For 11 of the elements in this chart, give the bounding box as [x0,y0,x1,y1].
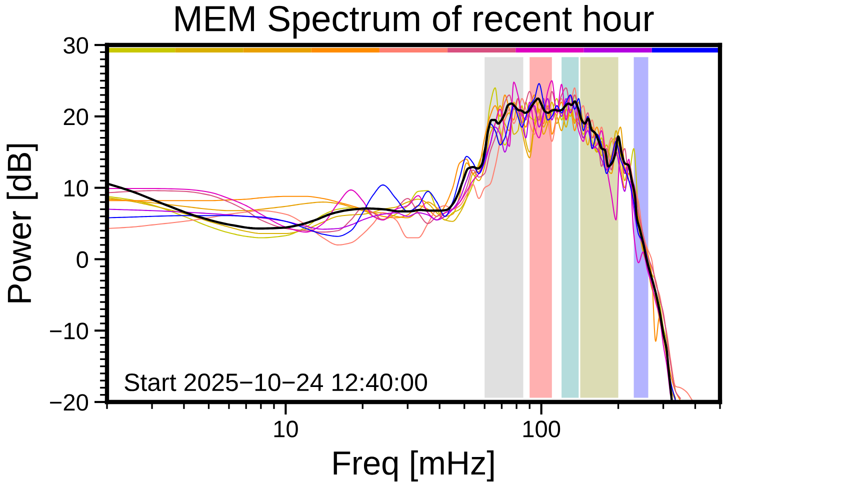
y-tick-label: 0 [76,251,88,268]
x-axis-title: Freq [mHz] [334,450,494,482]
y-tick-label: 30 [64,37,88,54]
y-tick-label: −10 [50,322,88,340]
y-axis-title: Power [dB] [6,144,38,302]
chart-title: MEM Spectrum of recent hour [176,4,654,39]
x-tick-label: 100 [523,420,560,438]
y-tick-label: 20 [64,108,88,126]
annotation: Start 2025−10−24 12:40:00 [124,373,428,392]
y-tick-label: 10 [64,180,88,197]
y-tick-label: −20 [50,394,88,411]
